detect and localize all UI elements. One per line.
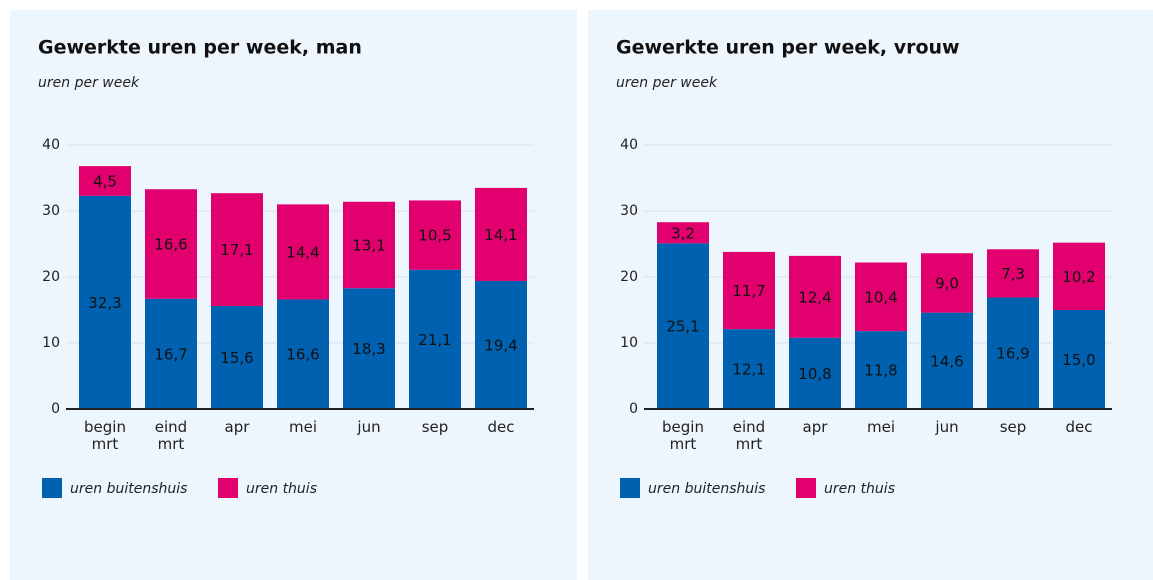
data-label: 10,5: [418, 227, 451, 245]
x-tick-label: mei: [288, 418, 317, 436]
bar-segment: [475, 187, 527, 281]
x-tick-label: begin mrt: [84, 418, 126, 453]
chart-title: Gewerkte uren per week, vrouw: [616, 37, 960, 59]
data-label: 15,0: [1062, 351, 1095, 369]
data-label: 3,2: [671, 224, 695, 242]
chart-subtitle: uren per week: [616, 75, 718, 91]
bar-segment: [343, 201, 395, 289]
data-label: 21,1: [418, 331, 451, 349]
chart-title: Gewerkte uren per week, man: [38, 37, 362, 59]
bar-segment: [657, 222, 709, 244]
legend-label: uren buitenshuis: [70, 481, 187, 497]
legend-label: uren thuis: [246, 481, 317, 497]
x-tick-label: apr: [224, 418, 250, 436]
y-tick-label: 30: [42, 203, 60, 219]
bar-segment: [987, 249, 1039, 298]
data-label: 12,4: [798, 288, 831, 306]
legend-swatch: [620, 478, 640, 498]
y-tick-label: 10: [620, 335, 638, 351]
bar-segment: [1053, 242, 1105, 310]
bar-segment: [475, 280, 527, 409]
data-label: 12,1: [732, 361, 765, 379]
y-tick-label: 40: [620, 137, 638, 153]
bar-segment: [921, 312, 973, 409]
bar-segment: [79, 166, 131, 196]
data-label: 16,7: [154, 345, 187, 363]
x-tick-label: dec: [1065, 418, 1093, 436]
data-label: 18,3: [352, 340, 385, 358]
x-tick-label: begin mrt: [662, 418, 704, 453]
bar-segment: [789, 255, 841, 338]
bar-segment: [723, 329, 775, 409]
data-label: 11,7: [732, 282, 765, 300]
data-label: 9,0: [935, 274, 959, 292]
x-tick-label: sep: [999, 418, 1027, 436]
bar-segment: [789, 337, 841, 409]
data-label: 14,4: [286, 243, 319, 261]
x-tick-label: eind mrt: [154, 418, 188, 453]
legend-label: uren buitenshuis: [648, 481, 765, 497]
bar-segment: [145, 189, 197, 299]
bar-segment: [921, 253, 973, 313]
y-tick-label: 0: [51, 401, 60, 417]
x-tick-label: apr: [802, 418, 828, 436]
data-label: 4,5: [93, 172, 117, 190]
data-label: 10,2: [1062, 268, 1095, 286]
bar-segment: [855, 331, 907, 409]
legend-swatch: [42, 478, 62, 498]
legend-swatch: [218, 478, 238, 498]
bar-segment: [79, 195, 131, 409]
data-label: 25,1: [666, 318, 699, 336]
bar-segment: [987, 297, 1039, 409]
bar-segment: [409, 269, 461, 409]
x-tick-label: jun: [935, 418, 959, 436]
x-tick-label: eind mrt: [732, 418, 766, 453]
data-label: 7,3: [1001, 265, 1025, 283]
bar-segment: [409, 200, 461, 270]
y-tick-label: 40: [42, 137, 60, 153]
y-tick-label: 10: [42, 335, 60, 351]
y-tick-label: 20: [42, 269, 60, 285]
legend-label: uren thuis: [824, 481, 895, 497]
x-tick-label: dec: [487, 418, 515, 436]
bar-segment: [211, 193, 263, 307]
bar-segment: [855, 262, 907, 332]
data-label: 17,1: [220, 241, 253, 259]
y-tick-label: 30: [620, 203, 638, 219]
data-label: 16,9: [996, 345, 1029, 363]
y-tick-label: 20: [620, 269, 638, 285]
y-tick-label: 0: [629, 401, 638, 417]
data-label: 10,4: [864, 288, 897, 306]
data-label: 32,3: [88, 294, 121, 312]
bar-segment: [343, 288, 395, 409]
legend-swatch: [796, 478, 816, 498]
data-label: 10,8: [798, 365, 831, 383]
data-label: 14,6: [930, 352, 963, 370]
bar-segment: [277, 299, 329, 409]
bar-segment: [723, 251, 775, 330]
x-tick-label: jun: [357, 418, 381, 436]
data-label: 13,1: [352, 236, 385, 254]
data-label: 16,6: [154, 236, 187, 254]
bar-segment: [657, 243, 709, 409]
x-tick-label: sep: [421, 418, 449, 436]
data-label: 14,1: [484, 226, 517, 244]
data-label: 15,6: [220, 349, 253, 367]
x-tick-label: mei: [866, 418, 895, 436]
data-label: 11,8: [864, 362, 897, 380]
chart-subtitle: uren per week: [38, 75, 140, 91]
bar-segment: [1053, 310, 1105, 409]
data-label: 19,4: [484, 336, 517, 354]
bar-segment: [277, 204, 329, 300]
data-label: 16,6: [286, 346, 319, 364]
bar-segment: [211, 306, 263, 409]
bar-segment: [145, 298, 197, 409]
